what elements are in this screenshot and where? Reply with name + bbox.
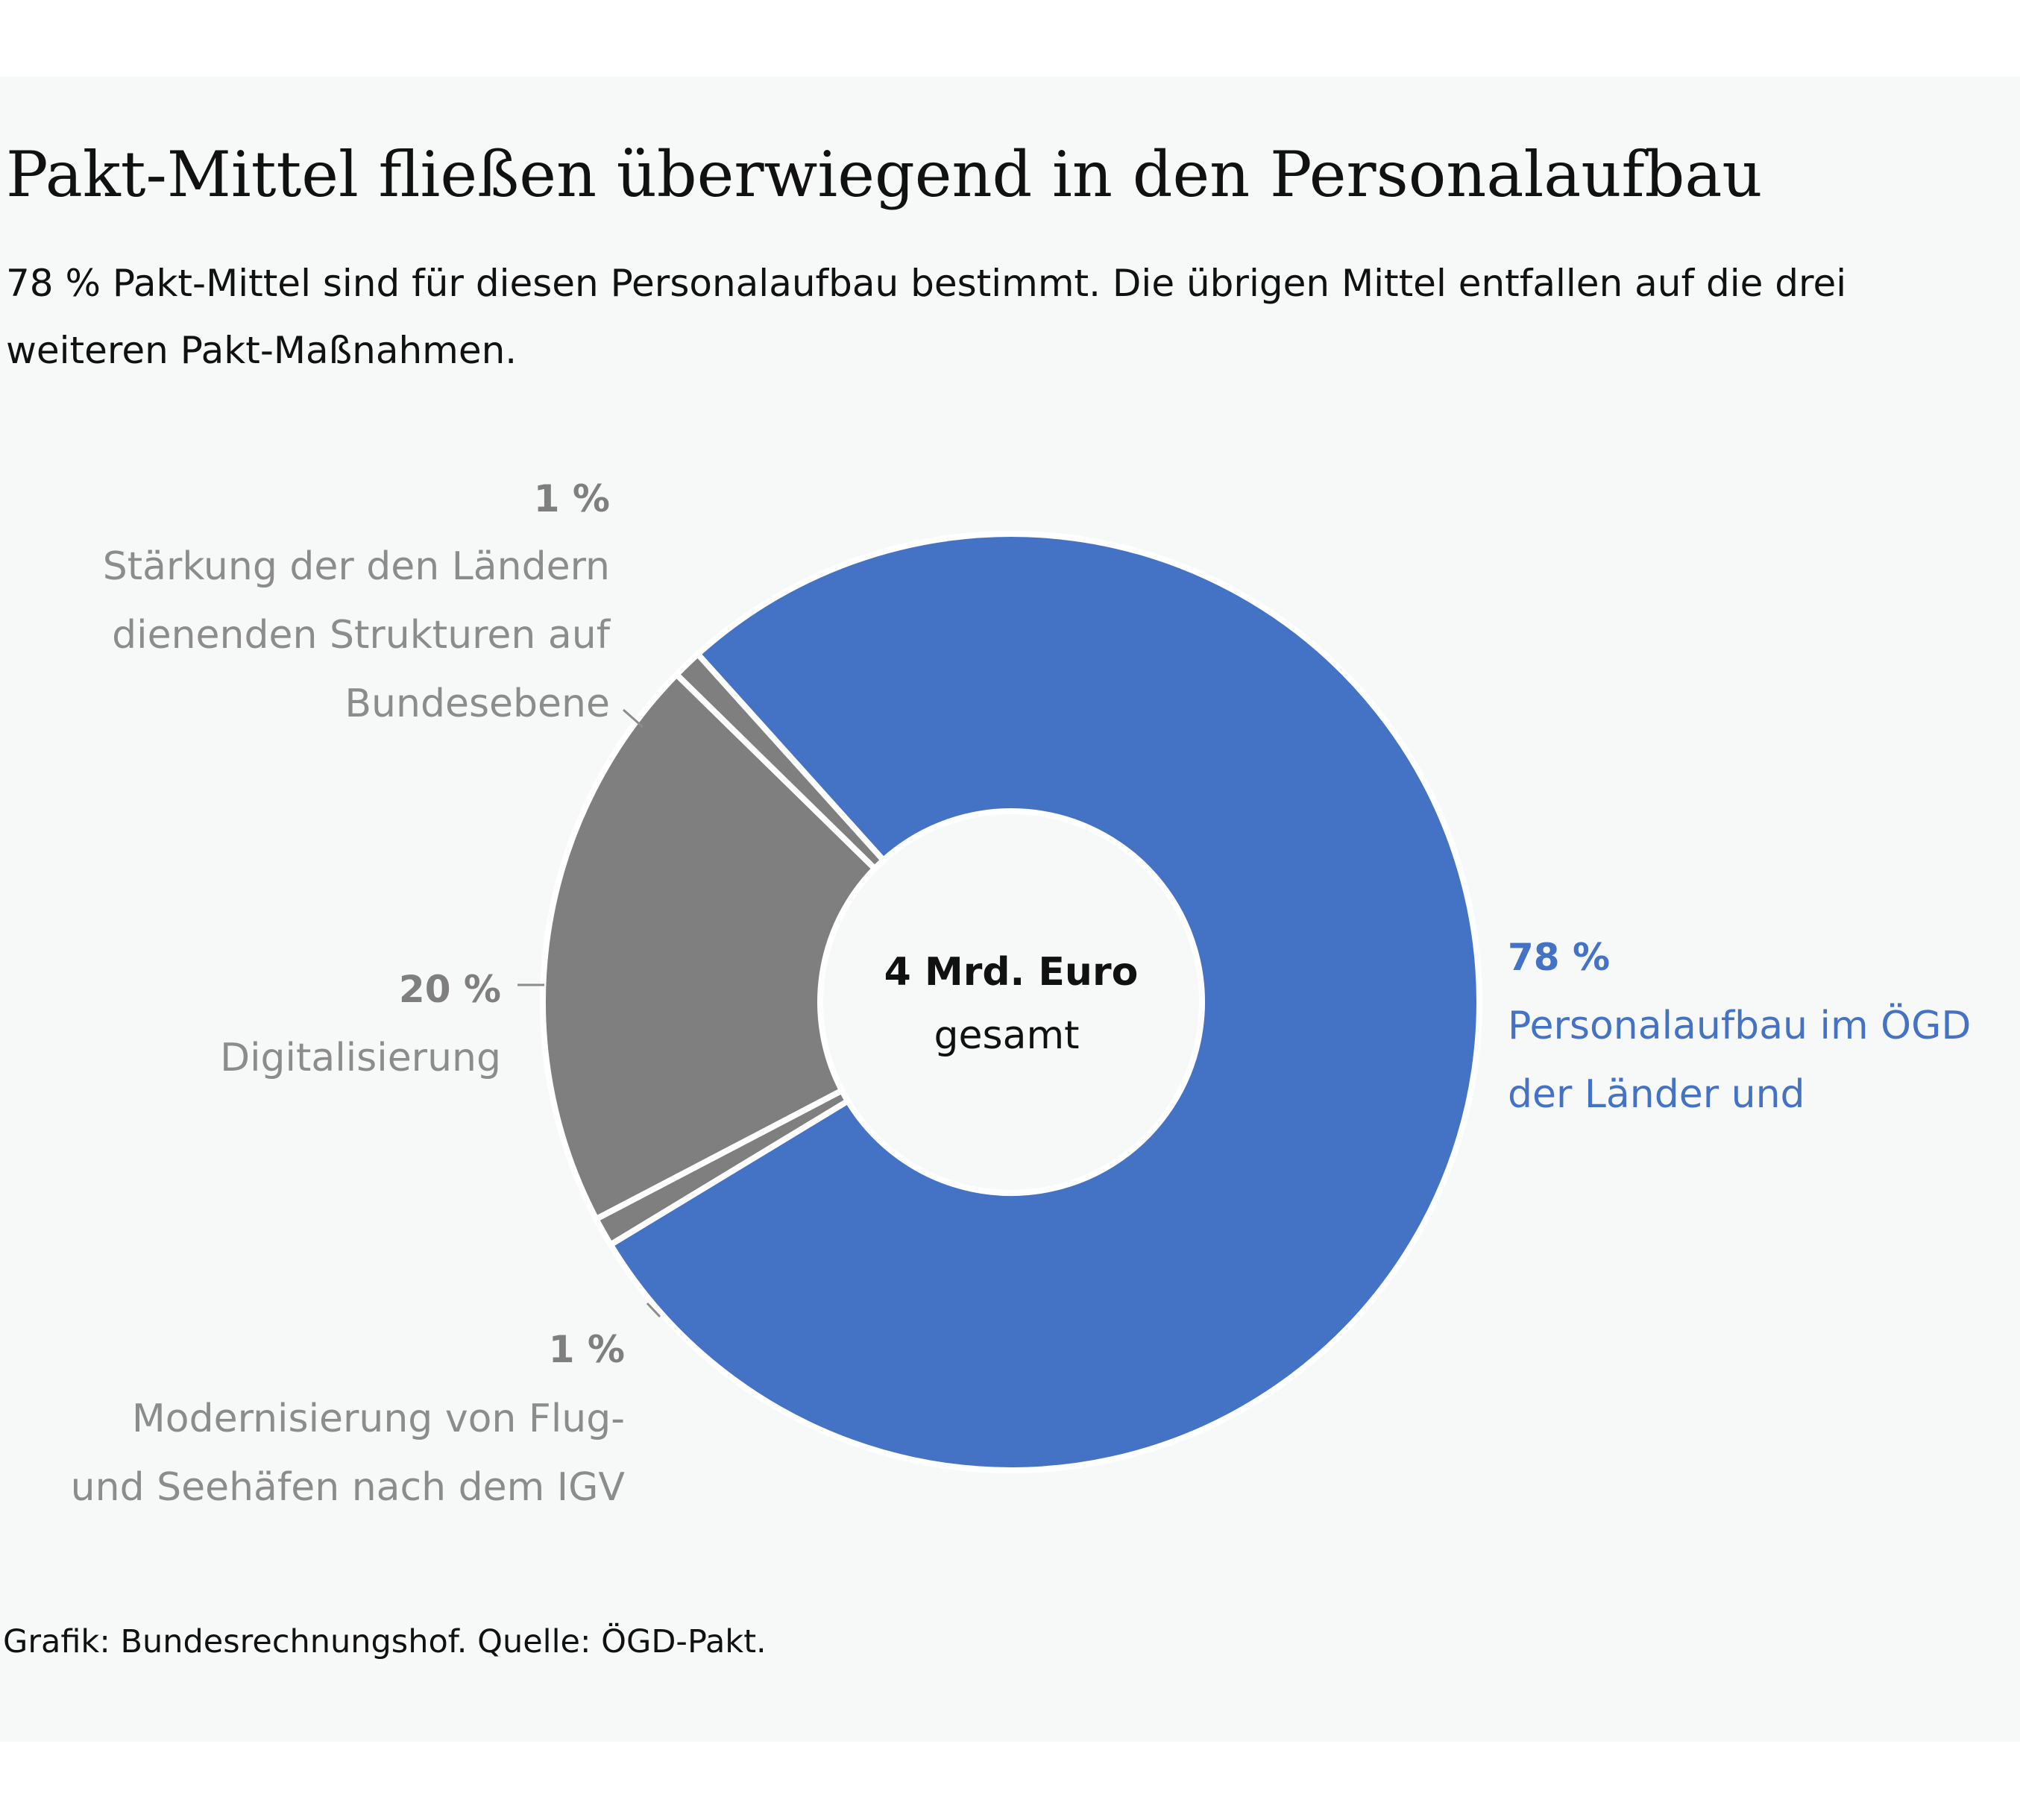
leader-line-strukturen bbox=[623, 708, 644, 728]
slice-digitalisierung bbox=[540, 671, 878, 1222]
percent-label-digitalisierung: 20 % bbox=[399, 968, 501, 1011]
donut-center-label: 4 Mrd. Euro gesamt bbox=[884, 950, 1139, 1058]
center-total-text: gesamt bbox=[934, 1013, 1080, 1058]
category-label-personalaufbau-line-2: der Länder und bbox=[1508, 1072, 1805, 1117]
slice-personalaufbau bbox=[607, 531, 1482, 1473]
slice-strukturen bbox=[673, 651, 887, 872]
category-label-strukturen-line-2: dienenden Strukturen auf bbox=[112, 613, 611, 658]
category-label-flughaefen-line-2: und Seehäfen nach dem IGV bbox=[71, 1465, 626, 1510]
category-label-digitalisierung-line-1: Digitalisierung bbox=[220, 1036, 501, 1080]
chart-subtitle: 78 % Pakt-Mittel sind für diesen Persona… bbox=[6, 262, 1847, 372]
category-label-strukturen-line-3: Bundesebene bbox=[344, 681, 610, 726]
percent-label-personalaufbau: 78 % bbox=[1508, 936, 1610, 979]
percent-label-strukturen: 1 % bbox=[534, 477, 610, 520]
percent-label-flughaefen: 1 % bbox=[549, 1328, 625, 1371]
source-footer: Grafik: Bundesrechnungshof. Quelle: ÖGD-… bbox=[3, 1623, 767, 1660]
leader-lines bbox=[517, 708, 661, 1318]
slice-labels: 78 % Personalaufbau im ÖGD der Länder und 1… bbox=[71, 477, 1972, 1510]
category-label-strukturen-line-1: Stärkung der den Ländern bbox=[103, 544, 610, 589]
center-total-value: 4 Mrd. Euro bbox=[884, 950, 1139, 995]
category-label-personalaufbau-line-1: Personalaufbau im ÖGD bbox=[1508, 1003, 1971, 1048]
category-label-flughaefen-line-1: Modernisierung von Flug- bbox=[132, 1397, 625, 1441]
chart-title: Pakt-Mittel fließen überwiegend in den P… bbox=[6, 138, 1763, 211]
leader-line-flughaefen bbox=[646, 1302, 661, 1318]
donut-slices bbox=[540, 531, 1482, 1473]
